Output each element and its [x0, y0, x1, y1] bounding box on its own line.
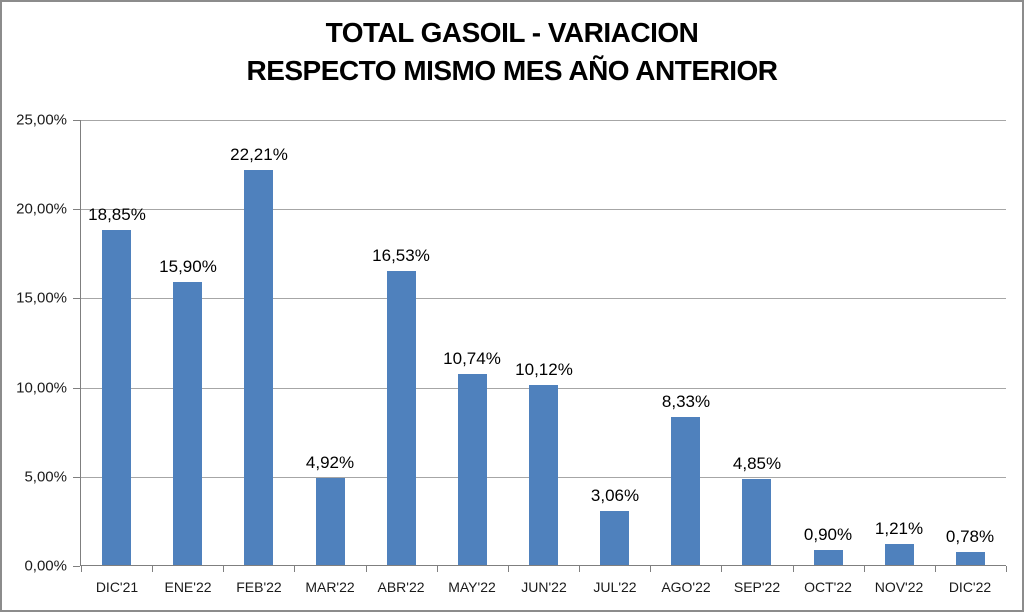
bar-value-label: 1,21% — [874, 519, 924, 538]
bar-OCT'22 — [814, 550, 843, 566]
x-axis-tick — [294, 566, 295, 572]
x-axis-category-label: MAR'22 — [305, 579, 355, 595]
bar-MAY'22 — [458, 374, 487, 566]
x-axis-tick — [81, 566, 82, 572]
x-axis-category-label: DIC'22 — [948, 579, 992, 595]
x-axis-tick — [935, 566, 936, 572]
bar-value-label: 3,06% — [590, 486, 640, 505]
y-axis-tick — [73, 120, 80, 121]
chart-title-line-1: TOTAL GASOIL - VARIACION — [325, 17, 699, 48]
y-axis-tick-label: 5,00% — [24, 468, 67, 486]
x-axis-line — [80, 565, 1006, 566]
bar-JUL'22 — [600, 511, 629, 566]
gridline-20 — [81, 209, 1006, 211]
y-axis-tick-label: 0,00% — [24, 557, 67, 575]
gridline-15 — [81, 298, 1006, 300]
bar-NOV'22 — [885, 544, 914, 566]
bar-value-label: 0,78% — [945, 527, 995, 546]
y-axis-tick-label: 15,00% — [16, 289, 67, 307]
bar-value-label: 10,12% — [515, 360, 573, 379]
bar-FEB'22 — [244, 170, 273, 566]
x-axis-category-label: ENE'22 — [164, 579, 212, 595]
bar-value-label: 0,90% — [803, 525, 853, 544]
bar-value-label: 22,21% — [230, 145, 288, 164]
x-axis-tick — [366, 566, 367, 572]
x-axis-category-label: ABR'22 — [377, 579, 425, 595]
x-axis-tick — [721, 566, 722, 572]
x-axis-tick — [1006, 566, 1007, 572]
y-axis-tick-label: 10,00% — [16, 379, 67, 397]
x-axis-category-label: OCT'22 — [804, 579, 852, 595]
x-axis-tick — [508, 566, 509, 572]
bar-value-label: 4,92% — [305, 453, 355, 472]
x-axis-tick — [650, 566, 651, 572]
bar-ENE'22 — [173, 282, 202, 566]
y-axis-tick — [73, 298, 80, 300]
x-axis-tick — [579, 566, 580, 572]
y-axis-tick — [73, 387, 80, 389]
bar-value-label: 18,85% — [88, 205, 146, 224]
x-axis-category-label: NOV'22 — [874, 579, 924, 595]
bar-value-label: 16,53% — [372, 246, 430, 265]
x-axis-tick — [223, 566, 224, 572]
x-axis-category-label: FEB'22 — [236, 579, 282, 595]
y-axis-tick — [73, 209, 80, 211]
bar-value-label: 10,74% — [443, 349, 501, 368]
bar-AGO'22 — [671, 417, 700, 566]
x-axis-tick — [437, 566, 438, 572]
bar-JUN'22 — [529, 385, 558, 566]
x-axis-tick — [864, 566, 865, 572]
x-axis-category-label: SEP'22 — [733, 579, 781, 595]
chart-title-line-2: RESPECTO MISMO MES AÑO ANTERIOR — [246, 55, 778, 86]
bar-value-label: 8,33% — [661, 392, 711, 411]
bar-DIC'21 — [102, 230, 131, 566]
bar-value-label: 4,85% — [732, 454, 782, 473]
y-axis-tick — [73, 476, 80, 478]
bar-SEP'22 — [742, 479, 771, 566]
x-axis-category-label: DIC'21 — [95, 579, 139, 595]
plot-area: 0,00% 5,00% 10,00% 15,00% 20,00% 25,00% 18,85%… — [16, 112, 1007, 595]
x-axis-tick — [793, 566, 794, 572]
bar-MAR'22 — [316, 478, 345, 566]
bar-DIC'22 — [956, 552, 985, 566]
chart-title: TOTAL GASOIL - VARIACION RESPECTO MISMO … — [2, 14, 1022, 90]
x-axis-category-label: JUN'22 — [521, 579, 567, 595]
y-axis-line — [80, 120, 81, 566]
bar-ABR'22 — [387, 271, 416, 566]
y-axis-tick-label: 25,00% — [16, 111, 67, 129]
x-axis-tick — [152, 566, 153, 572]
x-axis-category-label: MAY'22 — [448, 579, 496, 595]
x-axis-category-label: AGO'22 — [661, 579, 711, 595]
gridline-25 — [81, 120, 1006, 121]
y-axis-tick-label: 20,00% — [16, 200, 67, 218]
x-axis-category-label: JUL'22 — [593, 579, 637, 595]
bar-value-label: 15,90% — [159, 257, 217, 276]
y-axis-tick — [73, 566, 80, 567]
